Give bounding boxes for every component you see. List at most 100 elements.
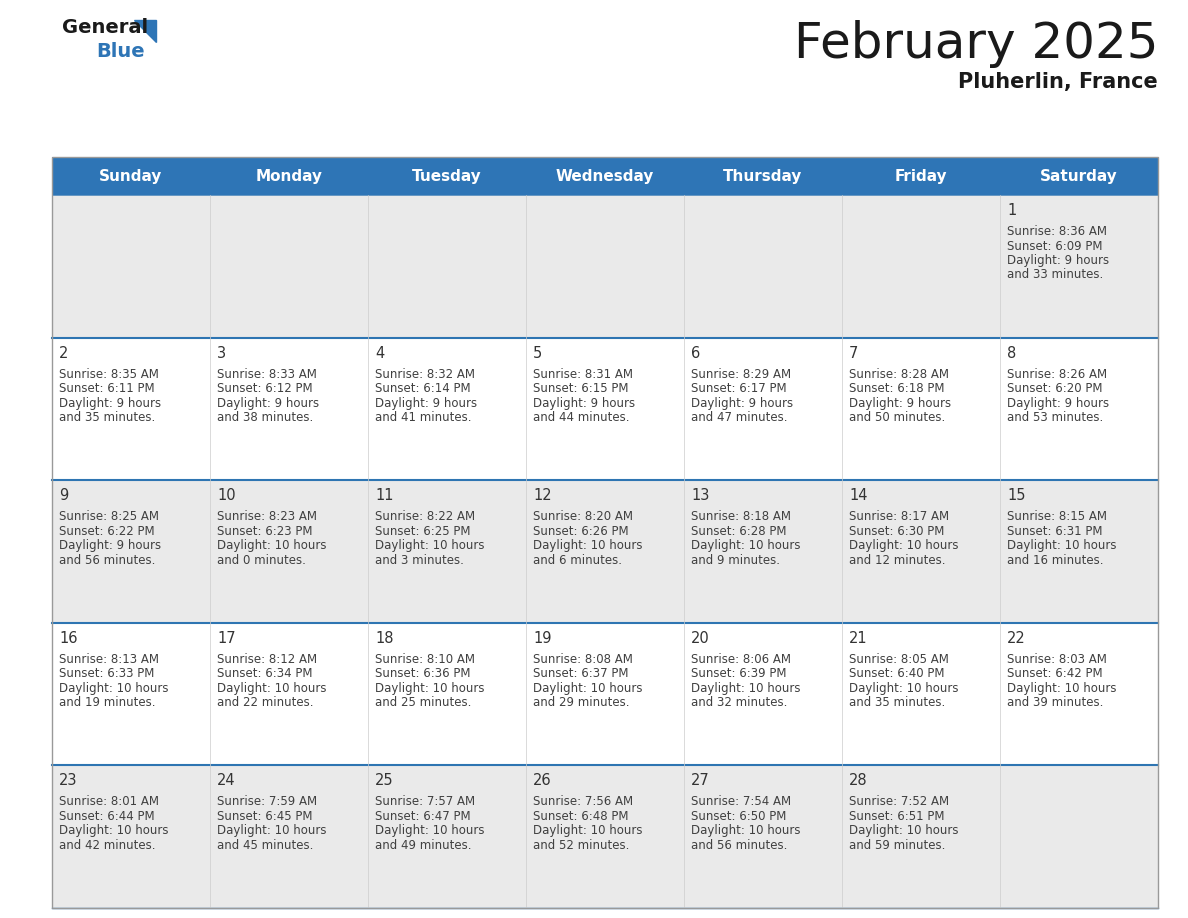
Text: Sunrise: 8:15 AM: Sunrise: 8:15 AM [1007,510,1107,523]
Text: Sunrise: 8:36 AM: Sunrise: 8:36 AM [1007,225,1107,238]
Text: Sunrise: 8:20 AM: Sunrise: 8:20 AM [533,510,633,523]
Text: Wednesday: Wednesday [556,169,655,184]
Text: Sunrise: 8:35 AM: Sunrise: 8:35 AM [59,367,159,381]
Text: and 41 minutes.: and 41 minutes. [375,411,472,424]
Text: Daylight: 10 hours: Daylight: 10 hours [1007,539,1117,553]
Text: Sunrise: 8:26 AM: Sunrise: 8:26 AM [1007,367,1107,381]
Text: 25: 25 [375,773,393,789]
Text: Daylight: 10 hours: Daylight: 10 hours [691,682,801,695]
Bar [52,766,1158,908]
Text: 28: 28 [849,773,867,789]
Text: Sunrise: 8:10 AM: Sunrise: 8:10 AM [375,653,475,666]
Text: Daylight: 9 hours: Daylight: 9 hours [217,397,320,409]
Text: Pluherlin, France: Pluherlin, France [959,72,1158,92]
Text: February 2025: February 2025 [794,20,1158,68]
Text: Sunrise: 8:28 AM: Sunrise: 8:28 AM [849,367,949,381]
Text: Daylight: 9 hours: Daylight: 9 hours [533,397,636,409]
Bar [52,622,1158,766]
Text: Sunset: 6:23 PM: Sunset: 6:23 PM [217,525,312,538]
Text: Sunset: 6:45 PM: Sunset: 6:45 PM [217,810,312,823]
Bar [52,480,1158,622]
Text: and 39 minutes.: and 39 minutes. [1007,696,1104,710]
Text: 3: 3 [217,345,226,361]
Text: Sunset: 6:22 PM: Sunset: 6:22 PM [59,525,154,538]
Text: and 42 minutes.: and 42 minutes. [59,839,156,852]
Text: Sunset: 6:12 PM: Sunset: 6:12 PM [217,382,312,395]
Text: Sunset: 6:25 PM: Sunset: 6:25 PM [375,525,470,538]
Text: 22: 22 [1007,631,1025,645]
Text: Sunrise: 7:54 AM: Sunrise: 7:54 AM [691,795,791,809]
Text: 24: 24 [217,773,235,789]
Text: Daylight: 10 hours: Daylight: 10 hours [59,824,169,837]
Text: and 35 minutes.: and 35 minutes. [59,411,156,424]
Text: Daylight: 10 hours: Daylight: 10 hours [375,539,485,553]
Text: and 35 minutes.: and 35 minutes. [849,696,946,710]
Text: Daylight: 9 hours: Daylight: 9 hours [59,397,162,409]
Text: Daylight: 10 hours: Daylight: 10 hours [375,682,485,695]
Text: Sunrise: 8:22 AM: Sunrise: 8:22 AM [375,510,475,523]
Polygon shape [134,20,156,42]
Text: and 6 minutes.: and 6 minutes. [533,554,623,566]
Text: and 50 minutes.: and 50 minutes. [849,411,946,424]
Text: 7: 7 [849,345,859,361]
Text: Sunrise: 8:12 AM: Sunrise: 8:12 AM [217,653,317,666]
Text: Thursday: Thursday [723,169,803,184]
Text: General: General [62,18,148,37]
Text: Monday: Monday [255,169,322,184]
Text: Sunrise: 8:23 AM: Sunrise: 8:23 AM [217,510,317,523]
Text: Sunset: 6:17 PM: Sunset: 6:17 PM [691,382,786,395]
Text: Daylight: 10 hours: Daylight: 10 hours [533,539,643,553]
Text: Sunset: 6:51 PM: Sunset: 6:51 PM [849,810,944,823]
Text: Sunrise: 7:59 AM: Sunrise: 7:59 AM [217,795,317,809]
Text: and 12 minutes.: and 12 minutes. [849,554,946,566]
Text: Sunrise: 7:57 AM: Sunrise: 7:57 AM [375,795,475,809]
Text: Daylight: 10 hours: Daylight: 10 hours [533,824,643,837]
Text: Sunrise: 8:18 AM: Sunrise: 8:18 AM [691,510,791,523]
Text: Sunrise: 8:29 AM: Sunrise: 8:29 AM [691,367,791,381]
Text: and 59 minutes.: and 59 minutes. [849,839,946,852]
Text: and 32 minutes.: and 32 minutes. [691,696,788,710]
Text: and 45 minutes.: and 45 minutes. [217,839,314,852]
Text: Sunset: 6:34 PM: Sunset: 6:34 PM [217,667,312,680]
Text: 17: 17 [217,631,235,645]
Text: Sunset: 6:44 PM: Sunset: 6:44 PM [59,810,154,823]
Text: Sunset: 6:14 PM: Sunset: 6:14 PM [375,382,470,395]
Text: Daylight: 9 hours: Daylight: 9 hours [1007,397,1110,409]
Text: Sunday: Sunday [100,169,163,184]
Text: and 44 minutes.: and 44 minutes. [533,411,630,424]
Text: 5: 5 [533,345,542,361]
Text: Saturday: Saturday [1041,169,1118,184]
Bar [52,338,1158,480]
Text: 16: 16 [59,631,77,645]
Text: Sunrise: 7:56 AM: Sunrise: 7:56 AM [533,795,633,809]
Text: Sunset: 6:47 PM: Sunset: 6:47 PM [375,810,470,823]
Bar [52,195,1158,338]
Text: and 56 minutes.: and 56 minutes. [691,839,788,852]
Text: Sunrise: 8:01 AM: Sunrise: 8:01 AM [59,795,159,809]
Text: Daylight: 10 hours: Daylight: 10 hours [691,539,801,553]
Text: and 38 minutes.: and 38 minutes. [217,411,314,424]
Text: 8: 8 [1007,345,1016,361]
Text: and 52 minutes.: and 52 minutes. [533,839,630,852]
Text: Daylight: 10 hours: Daylight: 10 hours [849,682,959,695]
Text: Sunrise: 8:08 AM: Sunrise: 8:08 AM [533,653,633,666]
Text: 10: 10 [217,488,235,503]
Text: 6: 6 [691,345,700,361]
Text: 23: 23 [59,773,77,789]
Text: Daylight: 10 hours: Daylight: 10 hours [849,824,959,837]
Text: and 29 minutes.: and 29 minutes. [533,696,630,710]
Text: and 47 minutes.: and 47 minutes. [691,411,788,424]
Text: 20: 20 [691,631,709,645]
Text: Sunrise: 8:25 AM: Sunrise: 8:25 AM [59,510,159,523]
Text: 11: 11 [375,488,393,503]
Text: Sunrise: 8:32 AM: Sunrise: 8:32 AM [375,367,475,381]
Text: Sunset: 6:09 PM: Sunset: 6:09 PM [1007,240,1102,252]
Text: Sunset: 6:28 PM: Sunset: 6:28 PM [691,525,786,538]
Text: Daylight: 10 hours: Daylight: 10 hours [217,682,327,695]
Text: Tuesday: Tuesday [412,169,482,184]
Text: 2: 2 [59,345,69,361]
Text: Friday: Friday [895,169,947,184]
Text: and 19 minutes.: and 19 minutes. [59,696,156,710]
Text: Daylight: 9 hours: Daylight: 9 hours [691,397,794,409]
Text: Sunset: 6:18 PM: Sunset: 6:18 PM [849,382,944,395]
